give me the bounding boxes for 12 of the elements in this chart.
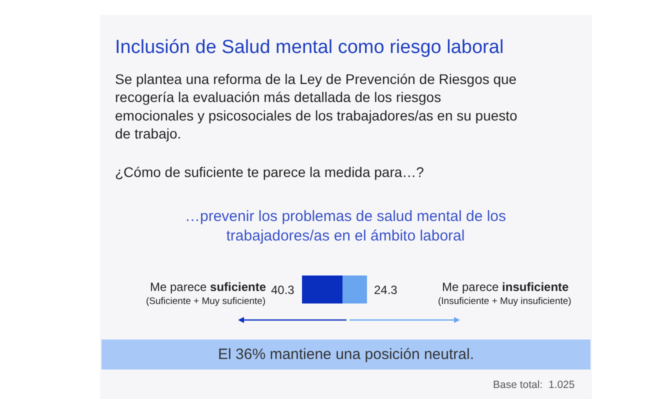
text: ¿Cómo de suficiente te parece la medida para…?	[115, 164, 424, 180]
text: El 36% mantiene una posición neutral.	[218, 346, 474, 363]
data-label: 40.3	[271, 283, 295, 297]
data-label: 24.3	[374, 283, 398, 297]
text: Me parece insuficiente	[442, 280, 570, 294]
chart-title: Inclusión de Salud mental como riesgo laboral	[115, 37, 504, 58]
x-axis-title: …prevenir los problemas de salud mental de los trabajadores/as en el ámbito laboral	[185, 208, 506, 244]
text: (Suficiente + Muy suficiente)	[146, 296, 266, 307]
text: Base total: 1.025	[493, 379, 575, 391]
text: Me parece suficiente	[150, 280, 266, 294]
text: (Insuficiente + Muy insuficiente)	[438, 296, 572, 307]
chart-subtitle: Se plantea una reforma de la Ley de Prevención de Riesgos que recogería la evaluación más detallada de los riesgos emocionales y psicosociales de los trabajadores/as en su puesto de trabajo.	[115, 71, 518, 142]
